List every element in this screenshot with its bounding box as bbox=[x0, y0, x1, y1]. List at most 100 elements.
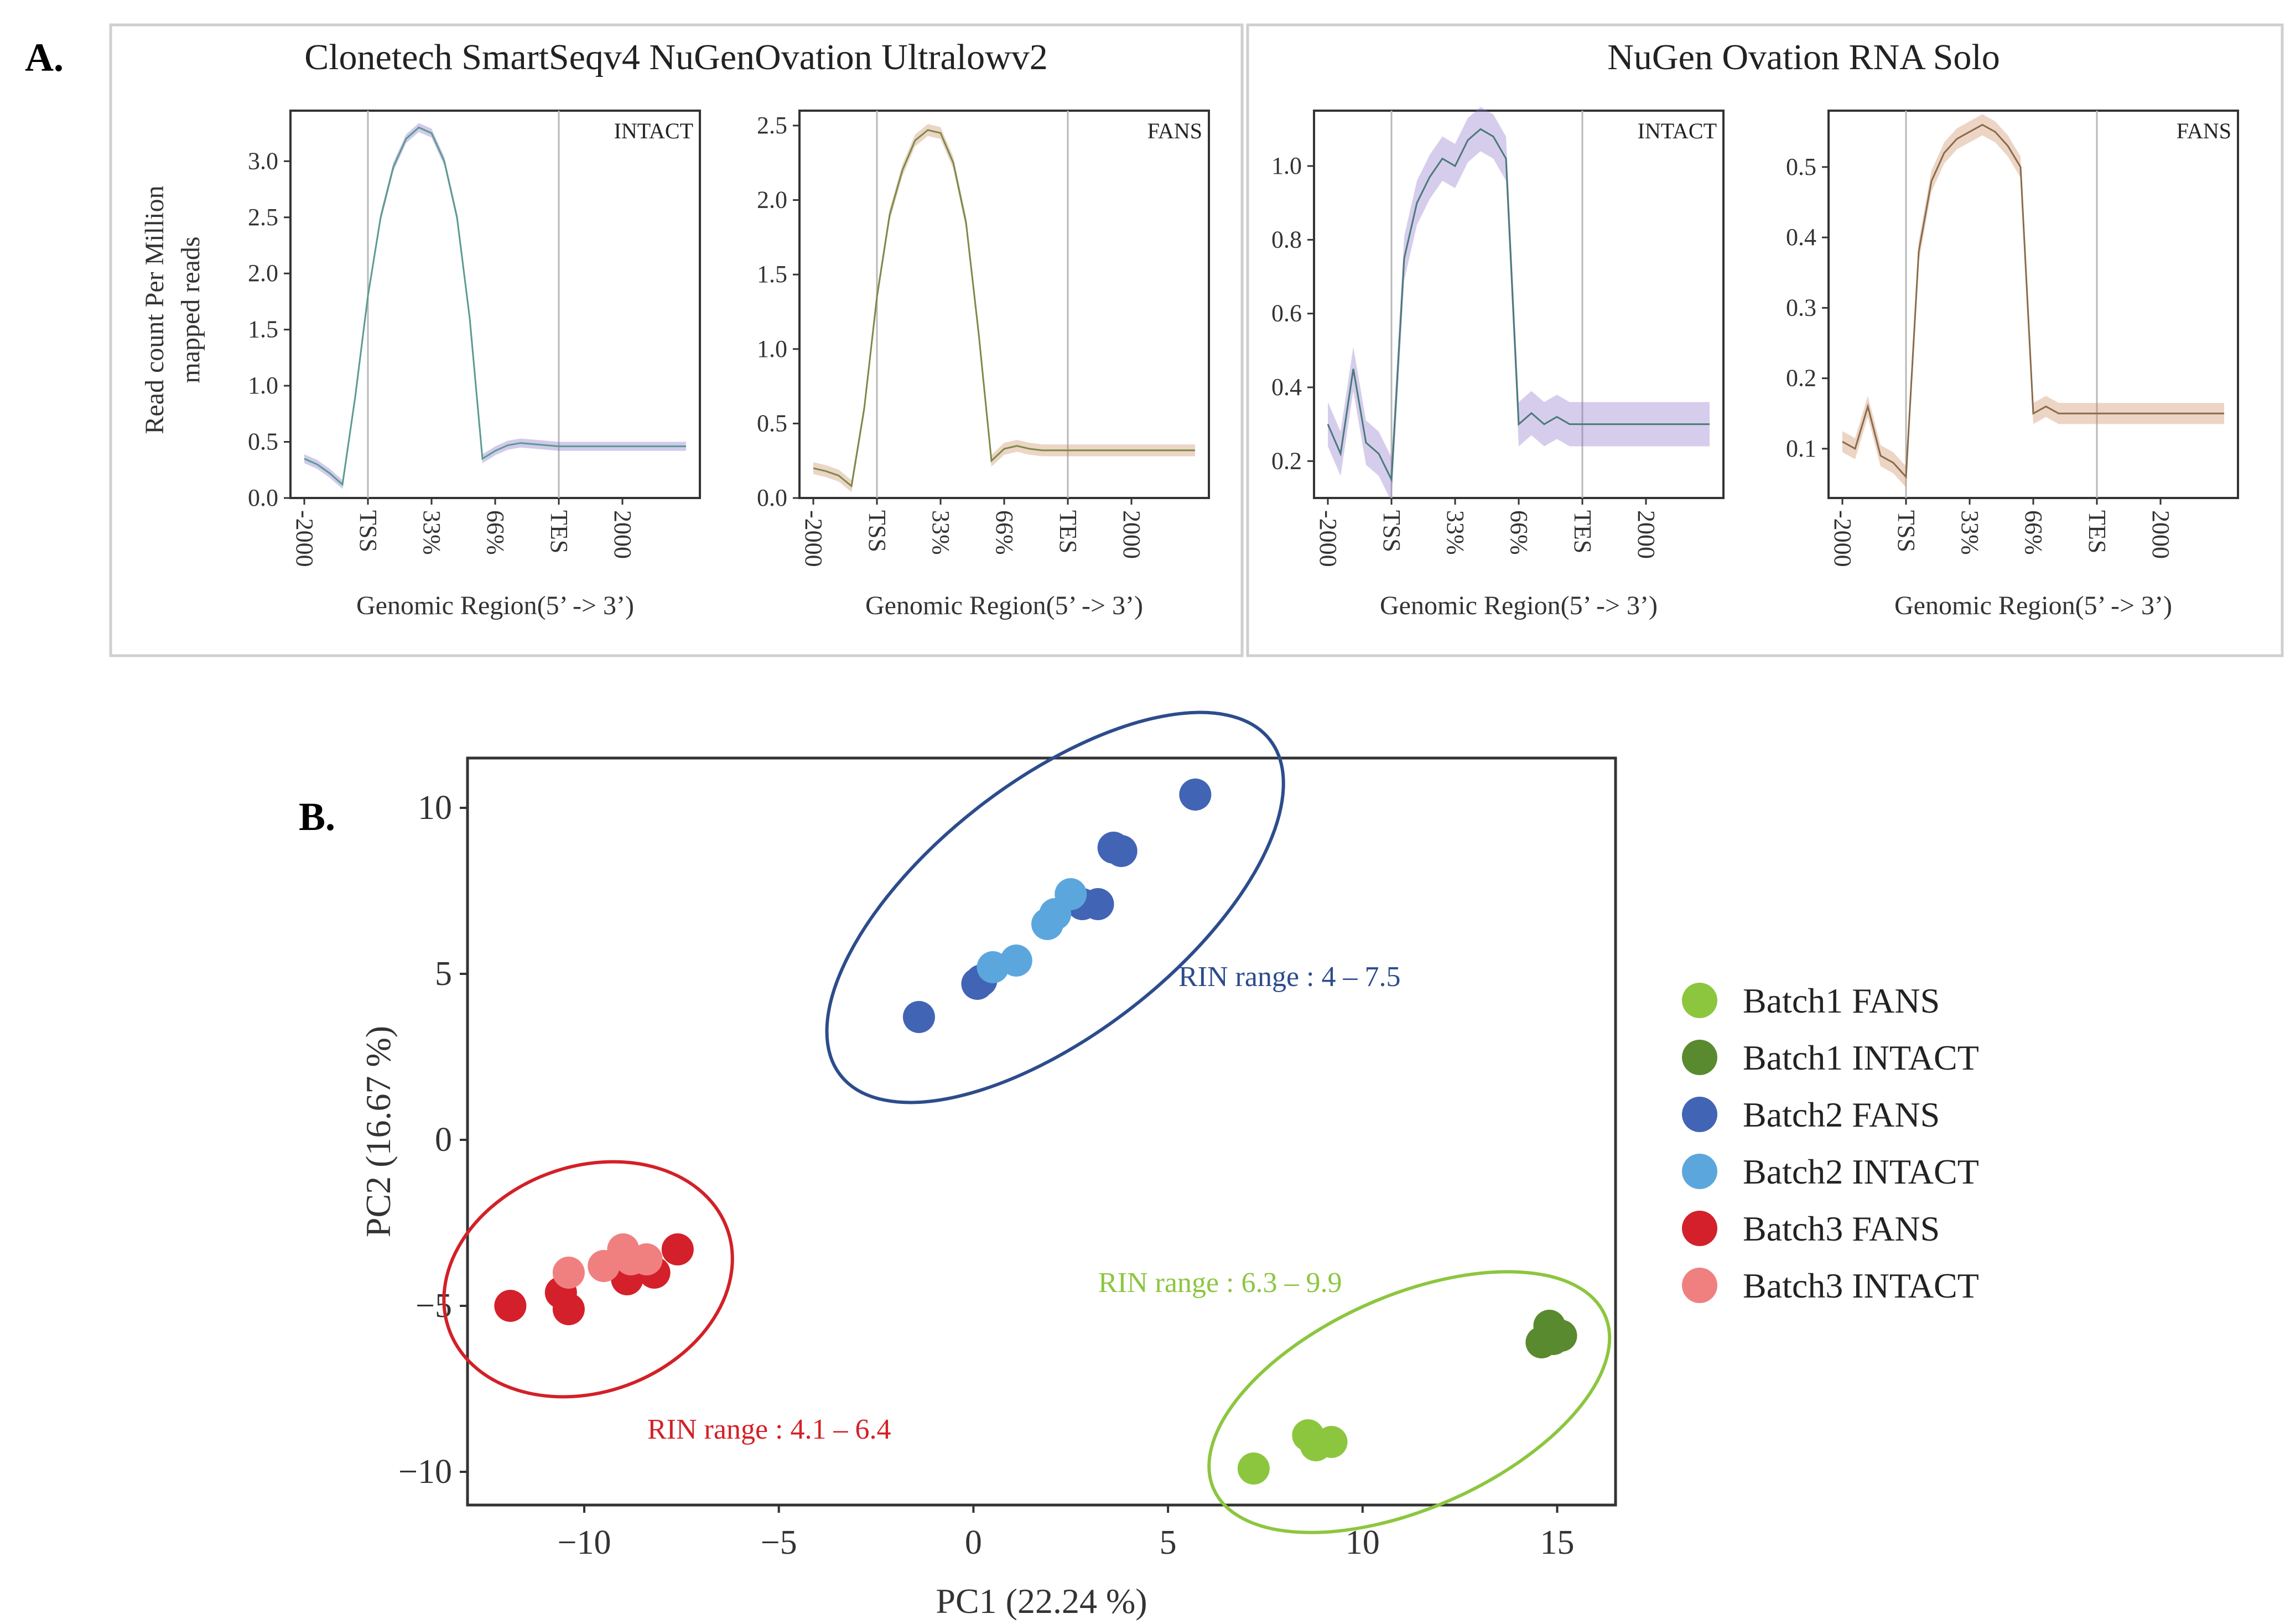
panel-a-box-right bbox=[1246, 23, 2284, 657]
pca-x-tick-label: 15 bbox=[1540, 1524, 1574, 1561]
profile-frame bbox=[1827, 110, 2239, 499]
legend-marker-batch3-fans bbox=[1682, 1211, 1717, 1246]
legend-marker-batch1-intact bbox=[1682, 1040, 1717, 1075]
legend-marker-batch1-fans bbox=[1682, 983, 1717, 1018]
y-tick-label: 0.5 bbox=[248, 428, 278, 455]
pca-point-batch1-intact bbox=[1537, 1323, 1570, 1355]
pca-point-batch3-intact bbox=[630, 1243, 663, 1275]
legend-label-batch2-intact: Batch2 INTACT bbox=[1743, 1152, 1979, 1191]
ellipse-batch3 bbox=[442, 1160, 734, 1399]
profile-line bbox=[1327, 128, 1710, 483]
pca-point-batch2-fans bbox=[1105, 835, 1138, 867]
rin-label-batch2: RIN range : 4 – 7.5 bbox=[1178, 961, 1400, 993]
profile-ribbon bbox=[813, 124, 1195, 492]
legend-label-batch1-fans: Batch1 FANS bbox=[1743, 981, 1940, 1020]
profile-tag: FANS bbox=[1147, 118, 1202, 143]
y-tick-label: 1.0 bbox=[248, 372, 278, 399]
pca-point-batch3-fans bbox=[661, 1233, 694, 1265]
pca-point-batch2-intact bbox=[1000, 945, 1032, 977]
profile-tag: INTACT bbox=[614, 118, 693, 143]
y-tick-label: 1.0 bbox=[757, 335, 787, 362]
y-tick-label: 0.4 bbox=[1271, 373, 1302, 401]
x-tick-label: 33% bbox=[927, 510, 954, 555]
y-tick-label: 0.6 bbox=[1271, 300, 1302, 327]
x-tick-label: -2000 bbox=[800, 510, 827, 567]
x-tick-label: 2000 bbox=[1633, 510, 1660, 559]
x-tick-label: TSS bbox=[1378, 510, 1405, 552]
x-tick-label: 33% bbox=[1956, 510, 1983, 555]
panel-a-label: A. bbox=[25, 35, 64, 80]
pca-point-batch2-intact bbox=[1055, 878, 1087, 910]
coverage-profiles: 0.0 0.5 1.0 1.5 2.0 2.5 3.0 -2000 TSS 33% 66% TES 20… bbox=[248, 107, 2239, 620]
y-tick-label: 0.2 bbox=[1786, 365, 1816, 392]
x-tick-label: 2000 bbox=[1118, 510, 1145, 559]
panel-b-label: B. bbox=[299, 795, 335, 839]
pca-point-batch2-fans bbox=[1179, 779, 1212, 811]
legend-marker-batch2-intact bbox=[1682, 1154, 1717, 1189]
profile-plot-4: 0.1 0.2 0.3 0.4 0.5 -2000 TSS 33% 66% TES 2000 FANS… bbox=[1786, 110, 2239, 620]
profile-xlabel: Genomic Region(5’ -> 3’) bbox=[356, 591, 634, 620]
profile-xlabel: Genomic Region(5’ -> 3’) bbox=[865, 591, 1143, 620]
pca-y-tick-label: 0 bbox=[435, 1121, 452, 1159]
pca-point-batch2-fans bbox=[1082, 888, 1114, 920]
pca-point-batch3-fans bbox=[494, 1290, 527, 1322]
y-tick-label: 1.5 bbox=[248, 316, 278, 343]
y-tick-label: 0.8 bbox=[1271, 226, 1302, 253]
profile-tag: INTACT bbox=[1638, 118, 1717, 143]
pca-x-tick-label: −10 bbox=[558, 1524, 611, 1561]
group-title-right: NuGen Ovation RNA Solo bbox=[1607, 37, 2000, 77]
y-tick-label: 0.1 bbox=[1786, 435, 1816, 462]
profile-xlabel: Genomic Region(5’ -> 3’) bbox=[1894, 591, 2172, 620]
pca-point-batch3-fans bbox=[552, 1293, 585, 1325]
y-tick-label: 0.5 bbox=[757, 409, 787, 437]
legend-label-batch1-intact: Batch1 INTACT bbox=[1743, 1038, 1979, 1077]
profile-frame bbox=[289, 110, 701, 499]
y-tick-label: 2.5 bbox=[248, 204, 278, 231]
pca-x-tick-label: 5 bbox=[1160, 1524, 1177, 1561]
pca-x-axis-label: PC1 (22.24 %) bbox=[936, 1581, 1147, 1621]
x-tick-label: 33% bbox=[418, 510, 445, 555]
group-title-left: Clonetech SmartSeqv4 NuGenOvation Ultral… bbox=[304, 37, 1048, 77]
y-tick-label: 2.0 bbox=[757, 186, 787, 214]
pca-x-tick-label: −5 bbox=[761, 1524, 797, 1561]
x-tick-label: TES bbox=[2084, 510, 2111, 553]
profile-line bbox=[1842, 123, 2224, 479]
y-tick-label: 0.5 bbox=[1786, 153, 1816, 180]
profile-plot-1: 0.0 0.5 1.0 1.5 2.0 2.5 3.0 -2000 TSS 33% 66% TES 20… bbox=[248, 110, 701, 620]
pca-frame bbox=[466, 756, 1617, 1507]
x-tick-label: TSS bbox=[1893, 510, 1920, 552]
profile-tag: FANS bbox=[2177, 118, 2231, 143]
pca-point-batch2-fans bbox=[902, 1001, 935, 1033]
y-tick-label: 2.0 bbox=[248, 260, 278, 287]
pca-x-tick-label: 0 bbox=[965, 1524, 982, 1561]
y-tick-label: 0.0 bbox=[757, 484, 787, 511]
y-tick-label: 0.3 bbox=[1786, 294, 1816, 321]
profile-frame bbox=[1313, 110, 1725, 499]
panel-a-box-left bbox=[109, 23, 1244, 657]
y-tick-label: 3.0 bbox=[248, 147, 278, 174]
y-tick-label: 1.5 bbox=[757, 261, 787, 288]
profile-plot-2: 0.0 0.5 1.0 1.5 2.0 2.5 -2000 TSS 33% 66% TES 2000 F… bbox=[757, 110, 1210, 620]
x-tick-label: TES bbox=[1055, 510, 1082, 553]
x-tick-label: 66% bbox=[2020, 510, 2047, 555]
y-tick-label: 0.0 bbox=[248, 484, 278, 511]
legend-marker-batch2-fans bbox=[1682, 1097, 1717, 1132]
pca-point-batch1-fans bbox=[1315, 1426, 1348, 1458]
x-tick-label: 66% bbox=[991, 510, 1018, 555]
profile-line bbox=[813, 129, 1195, 488]
ellipse-batch1 bbox=[1207, 1270, 1612, 1534]
ylabel-line1: Read count Per Million bbox=[140, 185, 169, 434]
rin-label-batch3: RIN range : 4.1 – 6.4 bbox=[647, 1414, 891, 1445]
profile-xlabel: Genomic Region(5’ -> 3’) bbox=[1380, 591, 1658, 620]
pca-point-batch1-fans bbox=[1237, 1452, 1270, 1485]
ellipse-batch2 bbox=[825, 710, 1285, 1104]
pca-y-tick-label: 10 bbox=[418, 789, 452, 827]
x-tick-label: TES bbox=[1569, 510, 1596, 553]
x-tick-label: 2000 bbox=[2147, 510, 2174, 559]
x-tick-label: 66% bbox=[482, 510, 509, 555]
pca-y-tick-label: 5 bbox=[435, 955, 452, 993]
ylabel-line2: mapped reads bbox=[176, 236, 205, 383]
y-tick-label: 1.0 bbox=[1271, 152, 1302, 179]
